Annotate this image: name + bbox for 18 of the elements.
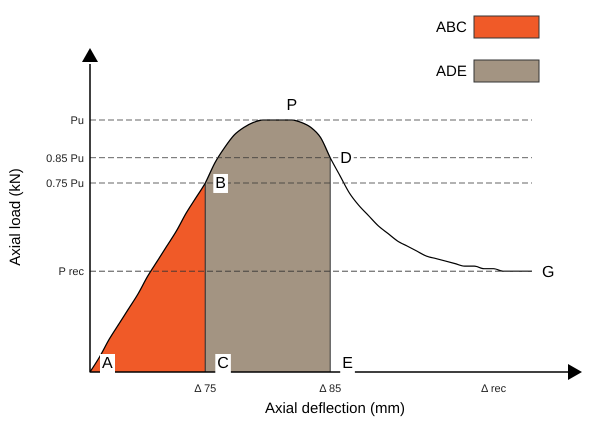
annotation: D xyxy=(340,150,352,167)
x-axis-title: Axial deflection (mm) xyxy=(264,400,406,417)
x-tick-label: Δ 75 xyxy=(194,383,216,395)
annotation: E xyxy=(342,355,353,372)
x-tick-label: Δ rec xyxy=(481,383,507,395)
annotation: B xyxy=(215,174,226,192)
ref-line-label: 0.85 Pu xyxy=(46,152,84,165)
ref-line-label: Pu xyxy=(70,114,84,127)
ref-line-label: 0.75 Pu xyxy=(46,178,84,190)
annotation: A xyxy=(102,355,113,372)
x-tick-label: Δ 85 xyxy=(319,383,342,395)
annotation: P xyxy=(286,96,298,114)
legend-label: ABC xyxy=(436,19,468,36)
y-axis-title: Axial load (kN) xyxy=(7,168,24,266)
annotation: C xyxy=(217,355,229,372)
text: G xyxy=(542,264,554,282)
ref-line-label: P rec xyxy=(58,266,84,278)
legend-label: ADE xyxy=(436,63,467,80)
